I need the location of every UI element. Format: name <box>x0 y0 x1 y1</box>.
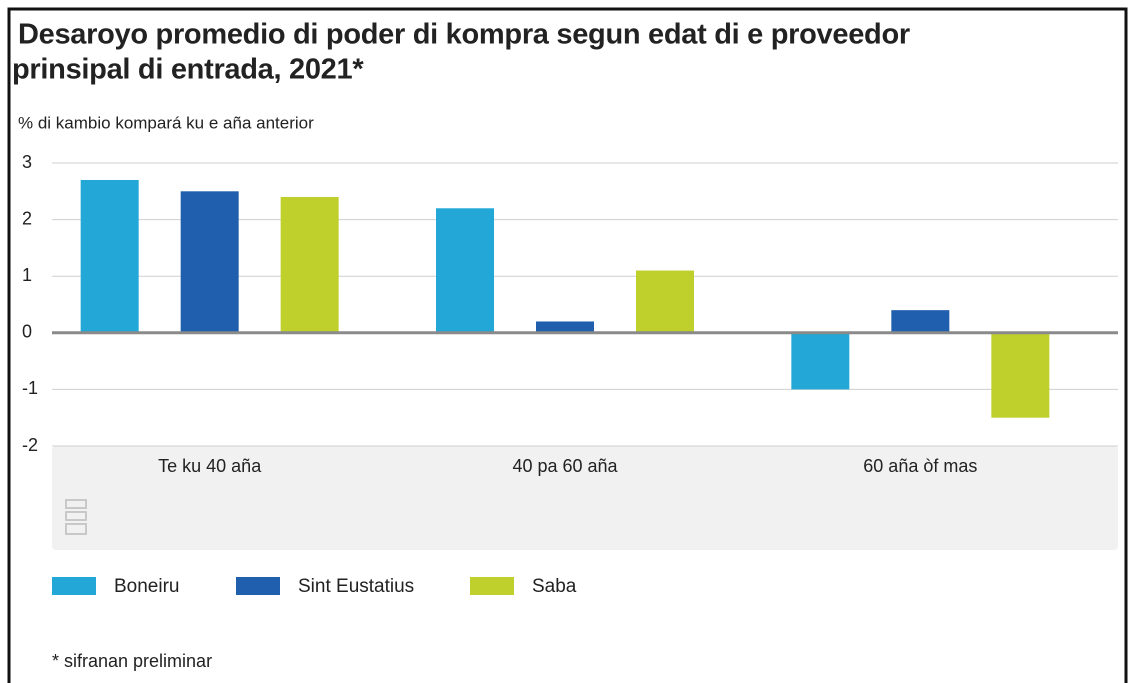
bar <box>791 332 850 390</box>
chart-subtitle: % di kambio kompará ku e aña anterior <box>18 113 314 132</box>
frame <box>7 7 1128 683</box>
bar <box>280 196 339 333</box>
bar <box>636 270 694 333</box>
y-tick-label: -2 <box>22 435 38 455</box>
bar <box>80 179 139 333</box>
logo <box>65 499 87 535</box>
y-tick-label: 2 <box>22 208 32 228</box>
axis-band <box>52 446 1118 550</box>
y-tick-label: 3 <box>22 152 32 172</box>
legend-label: Saba <box>532 576 577 597</box>
y-tick-label: 0 <box>22 322 32 342</box>
bar <box>436 208 494 333</box>
legend-swatch <box>52 577 96 595</box>
y-tick-label: 1 <box>22 265 32 285</box>
y-tick-label: -1 <box>22 378 38 398</box>
bar <box>180 191 239 333</box>
bar <box>536 321 594 333</box>
legend-label: Sint Eustatius <box>298 576 414 597</box>
legend-swatch <box>470 577 514 595</box>
bar <box>991 332 1050 418</box>
x-tick-label: 40 pa 60 aña <box>512 456 618 476</box>
legend-swatch <box>236 577 280 595</box>
chart-title: prinsipal di entrada, 2021* <box>12 54 364 86</box>
footnote: * sifranan preliminar <box>52 651 212 671</box>
legend-label: Boneiru <box>114 576 180 597</box>
x-tick-label: 60 aña òf mas <box>863 456 977 476</box>
bar <box>891 310 950 333</box>
chart-title: Desaroyo promedio di poder di kompra seg… <box>18 19 910 51</box>
x-tick-label: Te ku 40 aña <box>158 456 262 476</box>
